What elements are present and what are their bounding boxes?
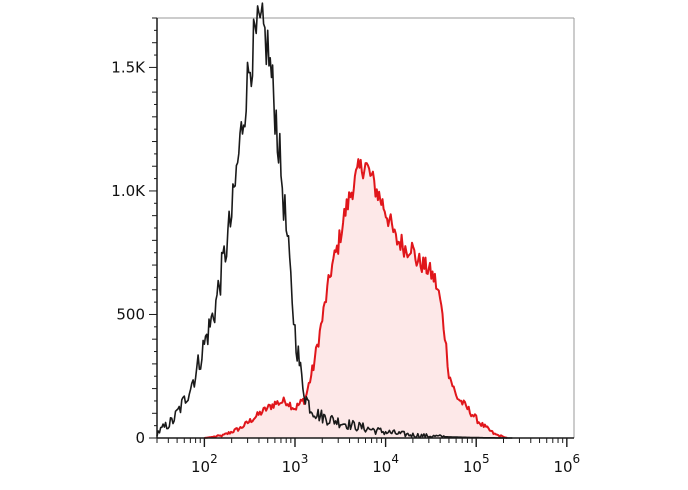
x-tick-label: 106 <box>553 452 580 476</box>
y-tick-label: 500 <box>116 305 145 323</box>
ticks-layer <box>149 17 568 447</box>
x-tick-label: 102 <box>191 452 218 476</box>
series-1-line <box>204 158 508 439</box>
y-tick-label: 1.5K <box>111 58 146 76</box>
series-1-area <box>204 159 508 438</box>
y-tick-label: 0 <box>135 429 145 447</box>
labels-layer: 0 500 1.0K 1.5K 102 103 104 105 106 <box>111 58 580 476</box>
y-tick-label: 1.0K <box>111 182 146 200</box>
x-tick-label: 104 <box>372 452 399 476</box>
series-layer <box>156 2 513 439</box>
x-tick-label: 103 <box>282 452 309 476</box>
series-0-line <box>156 2 513 439</box>
plot-frame <box>157 17 575 438</box>
x-tick-label: 105 <box>463 452 490 476</box>
